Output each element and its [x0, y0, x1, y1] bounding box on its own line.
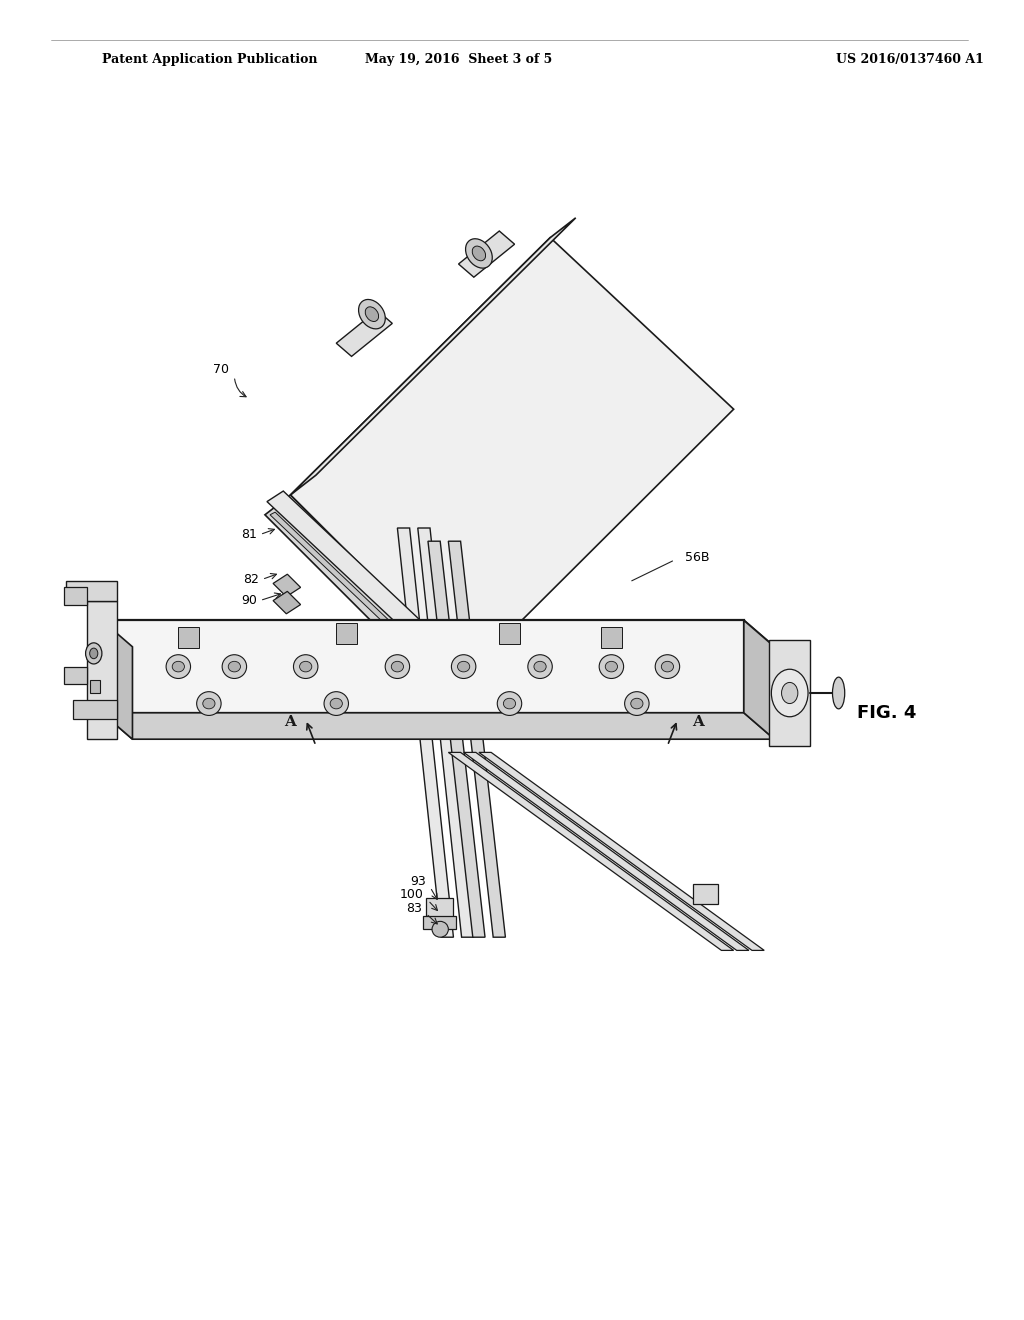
Ellipse shape [466, 239, 493, 268]
Polygon shape [426, 898, 454, 924]
Polygon shape [67, 581, 117, 601]
Polygon shape [693, 884, 719, 904]
Text: May 19, 2016  Sheet 3 of 5: May 19, 2016 Sheet 3 of 5 [365, 53, 552, 66]
Polygon shape [428, 541, 485, 937]
Ellipse shape [228, 661, 241, 672]
Ellipse shape [294, 655, 317, 678]
Text: A: A [285, 715, 296, 729]
Polygon shape [265, 495, 469, 693]
Polygon shape [336, 310, 392, 356]
Ellipse shape [625, 692, 649, 715]
Text: 81: 81 [241, 528, 257, 541]
Ellipse shape [330, 698, 342, 709]
Polygon shape [500, 623, 519, 644]
Text: 90: 90 [241, 594, 257, 607]
Ellipse shape [300, 661, 311, 672]
Polygon shape [178, 627, 199, 648]
Polygon shape [270, 512, 459, 689]
Text: Patent Application Publication: Patent Application Publication [102, 53, 317, 66]
Ellipse shape [504, 698, 516, 709]
Polygon shape [267, 491, 471, 678]
Polygon shape [74, 700, 117, 719]
Polygon shape [87, 601, 117, 739]
Circle shape [771, 669, 808, 717]
Ellipse shape [203, 698, 215, 709]
Text: 56B: 56B [685, 550, 710, 564]
Polygon shape [479, 752, 764, 950]
Text: 100: 100 [400, 888, 424, 902]
Polygon shape [102, 620, 743, 713]
Ellipse shape [432, 921, 449, 937]
Ellipse shape [498, 692, 521, 715]
Polygon shape [291, 218, 575, 495]
Polygon shape [291, 238, 733, 673]
Polygon shape [464, 752, 749, 950]
Ellipse shape [599, 655, 624, 678]
Ellipse shape [631, 698, 643, 709]
Polygon shape [397, 528, 454, 937]
Text: 93: 93 [411, 875, 426, 888]
Text: 70: 70 [213, 363, 229, 376]
Ellipse shape [358, 300, 385, 329]
Ellipse shape [324, 692, 348, 715]
Text: 83: 83 [406, 902, 422, 915]
Polygon shape [102, 620, 132, 739]
Polygon shape [459, 231, 515, 277]
Circle shape [86, 643, 102, 664]
Polygon shape [769, 640, 810, 746]
Polygon shape [102, 620, 774, 647]
Polygon shape [449, 541, 506, 937]
Polygon shape [273, 574, 301, 597]
Ellipse shape [534, 661, 546, 672]
Polygon shape [423, 916, 457, 929]
Text: 82: 82 [243, 573, 259, 586]
Ellipse shape [452, 655, 476, 678]
Text: A: A [692, 715, 703, 729]
Ellipse shape [366, 306, 379, 322]
Text: US 2016/0137460 A1: US 2016/0137460 A1 [836, 53, 983, 66]
Polygon shape [336, 623, 356, 644]
Circle shape [90, 648, 98, 659]
Polygon shape [65, 587, 87, 605]
Polygon shape [418, 528, 474, 937]
Ellipse shape [197, 692, 221, 715]
Ellipse shape [172, 661, 184, 672]
Ellipse shape [385, 655, 410, 678]
Ellipse shape [222, 655, 247, 678]
Ellipse shape [458, 661, 470, 672]
Ellipse shape [527, 655, 552, 678]
Ellipse shape [391, 661, 403, 672]
Polygon shape [90, 680, 100, 693]
Ellipse shape [655, 655, 680, 678]
Text: FIG. 4: FIG. 4 [857, 704, 916, 722]
Ellipse shape [472, 246, 485, 261]
Ellipse shape [833, 677, 845, 709]
Ellipse shape [166, 655, 190, 678]
Ellipse shape [605, 661, 617, 672]
Polygon shape [449, 752, 733, 950]
Polygon shape [102, 713, 774, 739]
Polygon shape [273, 591, 301, 614]
Polygon shape [601, 627, 622, 648]
Polygon shape [743, 620, 774, 739]
Ellipse shape [662, 661, 674, 672]
Circle shape [781, 682, 798, 704]
Polygon shape [65, 667, 87, 684]
